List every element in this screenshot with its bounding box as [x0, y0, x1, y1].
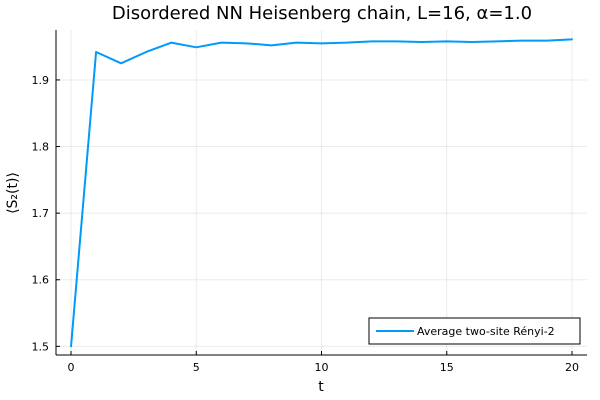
grid [56, 30, 587, 355]
y-tick-label: 1.8 [32, 141, 50, 154]
y-axis-label: ⟨S₂(t)⟩ [5, 172, 21, 214]
legend-entry-0: Average two-site Rényi-2 [417, 325, 555, 338]
x-tick-label: 5 [193, 361, 200, 374]
legend: Average two-site Rényi-2 [368, 317, 581, 345]
series-line-0 [70, 38, 573, 348]
x-axis-label: t [318, 379, 324, 395]
y-tick-label: 1.9 [32, 74, 50, 87]
chart-title: Disordered NN Heisenberg chain, L=16, α=… [112, 3, 532, 24]
x-tick-label: 15 [440, 361, 454, 374]
series [70, 38, 573, 348]
x-tick-label: 0 [68, 361, 75, 374]
y-tick-label: 1.5 [32, 340, 50, 353]
y-axis-ticks: 1.5 1.6 1.7 1.8 1.9 [32, 74, 60, 353]
y-tick-label: 1.7 [32, 207, 50, 220]
x-tick-label: 20 [565, 361, 579, 374]
y-tick-label: 1.6 [32, 274, 50, 287]
x-tick-label: 10 [315, 361, 329, 374]
x-axis-ticks: 0 5 10 15 20 [68, 351, 579, 374]
